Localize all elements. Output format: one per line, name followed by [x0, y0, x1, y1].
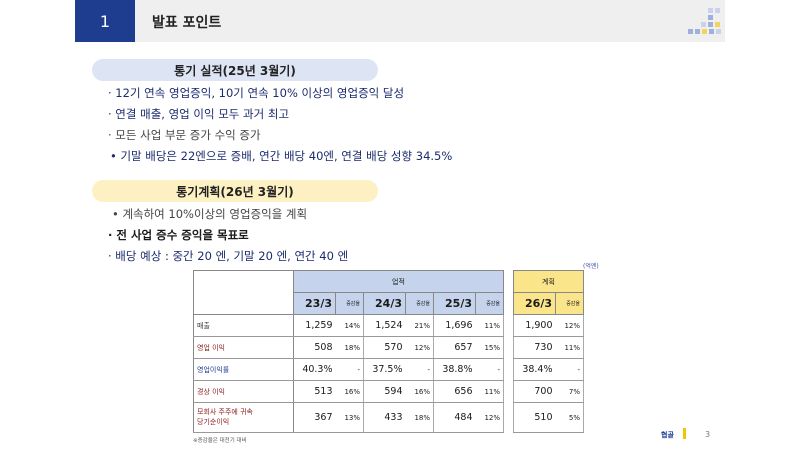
cell-value: 38.4% [513, 358, 556, 381]
page-number: 3 [705, 430, 711, 439]
cell-change: 5% [555, 402, 584, 433]
cell-value: 40.3% [293, 358, 336, 381]
slide-title: 발표 포인트 [152, 15, 222, 31]
cell-value: 508 [293, 336, 336, 359]
cell-value: 656 [433, 380, 476, 403]
cell-change: 7% [555, 380, 584, 403]
cell-value: 1,900 [513, 314, 556, 337]
unit-label: (억엔) [583, 263, 599, 270]
change-label: 증감율 [405, 292, 434, 315]
cell-change: 13% [335, 402, 364, 433]
brand-logo: 협골 [661, 431, 674, 439]
year-label: 23/3 [293, 292, 336, 315]
financial-table: 업적 계획 23/3 증감율 24/3 증감율 25/3 증감율 26/3 증감… [193, 270, 584, 433]
cell-change: 18% [335, 336, 364, 359]
cell-value: 1,524 [363, 314, 406, 337]
cell-change: 21% [405, 314, 434, 337]
cell-value: 1,259 [293, 314, 336, 337]
cell-value: 38.8% [433, 358, 476, 381]
title-bar [135, 0, 725, 42]
results-bullet: · 모든 사업 부문 증가 수익 증가 [108, 128, 261, 142]
cell-value: 484 [433, 402, 476, 433]
cell-value: 510 [513, 402, 556, 433]
year-label: 25/3 [433, 292, 476, 315]
annual-plan-heading: 통기계획(26년 3월기) [92, 180, 378, 202]
year-label: 26/3 [513, 292, 556, 315]
cell-change: 16% [405, 380, 434, 403]
cell-change: 12% [475, 402, 504, 433]
table-row: 경상 이익 513 16% 594 16% 656 11% 700 7% [193, 380, 584, 403]
table-year-row: 23/3 증감율 24/3 증감율 25/3 증감율 26/3 증감율 [193, 292, 584, 315]
cell-change: - [555, 358, 584, 381]
cell-value: 700 [513, 380, 556, 403]
row-label: 모회사 주주에 귀속 당기순이익 [193, 402, 294, 433]
cell-change: - [475, 358, 504, 381]
results-bullet: · 12기 연속 영업증익, 10기 연속 10% 이상의 영업증익 달성 [108, 86, 405, 100]
cell-value: 657 [433, 336, 476, 359]
cell-change: - [335, 358, 364, 381]
cell-value: 1,696 [433, 314, 476, 337]
cell-change: 16% [335, 380, 364, 403]
results-bullet: · 연결 매출, 영업 이익 모두 과거 최고 [108, 107, 290, 121]
change-label: 증감율 [475, 292, 504, 315]
row-label-line: 당기순이익 [197, 417, 230, 426]
cell-value: 570 [363, 336, 406, 359]
cell-change: - [405, 358, 434, 381]
plan-group-header: 계획 [513, 270, 584, 293]
cell-value: 367 [293, 402, 336, 433]
plan-bullet: · 배당 예상 : 중간 20 엔, 기말 20 엔, 연간 40 엔 [108, 249, 349, 263]
cell-change: 14% [335, 314, 364, 337]
cell-change: 11% [475, 314, 504, 337]
decorative-squares-icon [688, 8, 721, 38]
change-label: 증감율 [555, 292, 584, 315]
table-header-row: 업적 계획 [193, 270, 584, 293]
table-footnote: ※증감율은 대전기 대비 [193, 438, 247, 444]
row-label-line: 모회사 주주에 귀속 [197, 408, 253, 417]
cell-change: 15% [475, 336, 504, 359]
row-label: 경상 이익 [193, 380, 294, 403]
cell-change: 11% [555, 336, 584, 359]
row-label: 영업 이익 [193, 336, 294, 359]
brand-bar [683, 428, 686, 439]
plan-bullet: • 계속하여 10%이상의 영업증익을 계획 [112, 207, 308, 221]
table-row: 모회사 주주에 귀속 당기순이익 367 13% 433 18% 484 12%… [193, 402, 584, 433]
header-corner [193, 270, 294, 293]
cell-value: 37.5% [363, 358, 406, 381]
table-row: 영업이익률 40.3% - 37.5% - 38.8% - 38.4% - [193, 358, 584, 381]
cell-value: 730 [513, 336, 556, 359]
cell-change: 18% [405, 402, 434, 433]
annual-results-heading: 통기 실적(25년 3월기) [92, 59, 378, 81]
table-row: 영업 이익 508 18% 570 12% 657 15% 730 11% [193, 336, 584, 359]
row-label: 영업이익률 [193, 358, 294, 381]
cell-change: 12% [555, 314, 584, 337]
table-row: 매출 1,259 14% 1,524 21% 1,696 11% 1,900 1… [193, 314, 584, 337]
plan-bullet: · 전 사업 증수 증익을 목표로 [108, 228, 249, 242]
results-group-header: 업적 [293, 270, 504, 293]
cell-value: 433 [363, 402, 406, 433]
section-number: 1 [75, 0, 135, 42]
cell-change: 12% [405, 336, 434, 359]
change-label: 증감율 [335, 292, 364, 315]
slide-header: 1 발표 포인트 [0, 0, 800, 42]
year-label: 24/3 [363, 292, 406, 315]
results-bullet: • 기말 배당은 22엔으로 증배, 연간 배당 40엔, 연결 배당 성향 3… [110, 149, 453, 163]
cell-value: 513 [293, 380, 336, 403]
cell-value: 594 [363, 380, 406, 403]
cell-change: 11% [475, 380, 504, 403]
row-label: 매출 [193, 314, 294, 337]
